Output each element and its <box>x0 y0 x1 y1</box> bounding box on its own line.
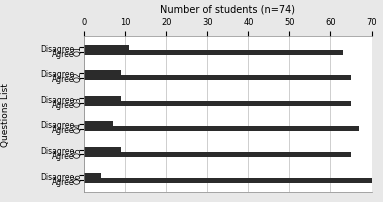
Bar <box>84 178 372 183</box>
Bar <box>84 51 343 56</box>
Text: Q1: Q1 <box>74 45 83 56</box>
Text: Q4: Q4 <box>74 121 83 132</box>
Bar <box>84 127 359 132</box>
Text: Q3: Q3 <box>74 96 83 107</box>
Y-axis label: Questions List: Questions List <box>1 82 10 146</box>
Text: Q6: Q6 <box>74 172 83 183</box>
Bar <box>84 173 101 178</box>
Title: Number of students (n=74): Number of students (n=74) <box>160 4 295 14</box>
Bar <box>84 97 121 101</box>
Text: Q2: Q2 <box>74 71 83 81</box>
Text: Q5: Q5 <box>74 147 83 158</box>
Bar <box>84 147 121 152</box>
Bar <box>84 76 351 81</box>
Bar <box>84 101 351 106</box>
Bar <box>84 122 113 127</box>
Bar <box>84 46 129 51</box>
Bar <box>84 71 121 76</box>
Bar <box>84 152 351 157</box>
